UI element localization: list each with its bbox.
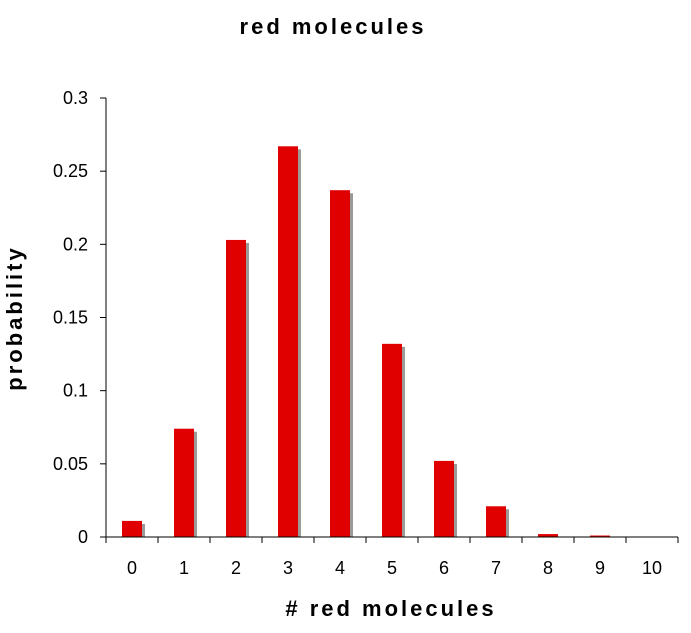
x-tick-label: 7 [491,558,501,578]
bar-0 [122,520,142,537]
bar-8 [538,534,558,537]
x-axis-label: # red molecules [285,596,496,621]
x-tick-label: 8 [543,558,553,578]
bar-7 [486,506,506,537]
x-tick-label: 10 [642,558,662,578]
x-tick-label: 9 [595,558,605,578]
x-tick-label: 2 [231,558,241,578]
y-tick-label: 0.3 [63,88,88,108]
bar-2 [226,239,246,537]
y-tick-label: 0.2 [63,234,88,254]
x-tick-label: 0 [127,558,137,578]
x-axis-ticks: 0 1 2 3 4 5 6 7 8 9 10 [105,537,679,578]
bar-5 [382,343,402,537]
x-tick-label: 6 [439,558,449,578]
x-tick-label: 3 [283,558,293,578]
bar-6 [434,460,454,537]
bar-3 [278,146,298,538]
y-axis-ticks: 0 0.05 0.1 0.15 0.2 0.25 0.3 [53,88,106,547]
bars-group [122,146,610,538]
y-tick-label: 0.05 [53,454,88,474]
chart-title: red molecules [240,14,427,39]
bar-4 [330,190,350,537]
x-tick-label: 4 [335,558,345,578]
y-tick-label: 0.15 [53,308,88,328]
y-tick-label: 0.25 [53,161,88,181]
y-tick-label: 0 [78,527,88,547]
bar-9 [590,535,610,537]
x-tick-label: 1 [179,558,189,578]
bar-1 [174,428,194,537]
y-tick-label: 0.1 [63,381,88,401]
x-tick-label: 5 [387,558,397,578]
y-axis-label: probability [2,245,27,390]
